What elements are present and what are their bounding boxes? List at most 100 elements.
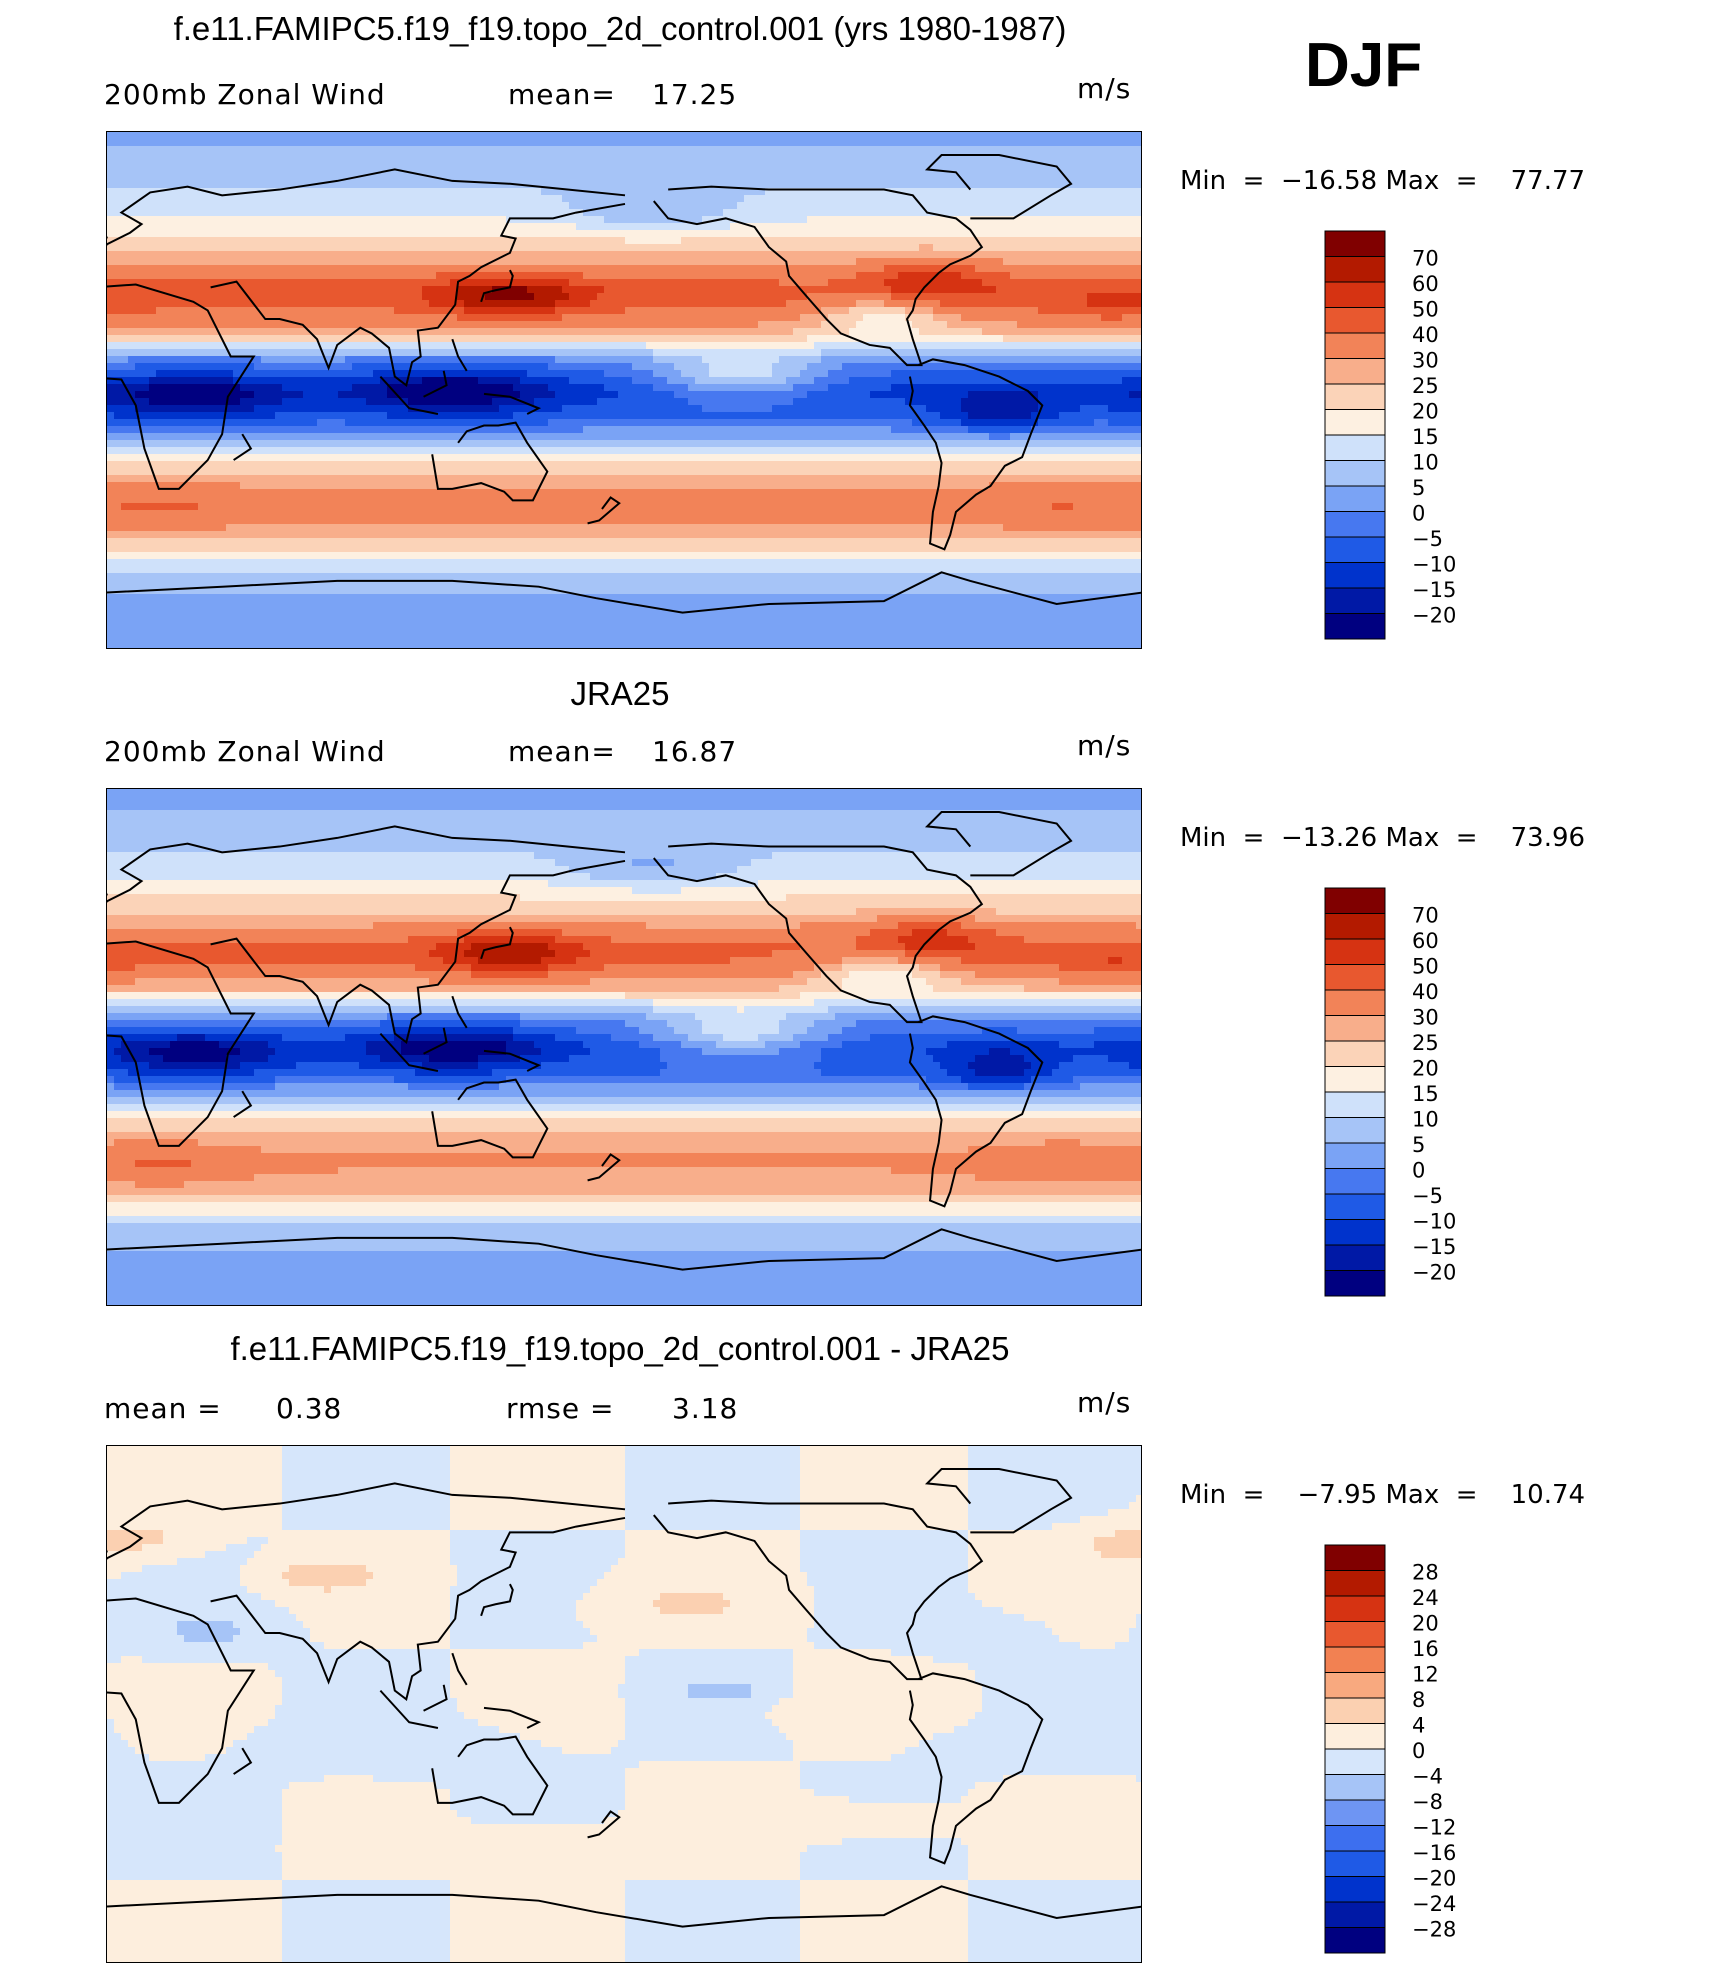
contour-cell	[345, 244, 353, 252]
contour-cell	[1017, 160, 1025, 168]
contour-cell	[177, 160, 185, 168]
contour-cell	[800, 258, 808, 266]
contour-cell	[506, 139, 514, 147]
contour-cell	[702, 223, 710, 231]
contour-cell	[534, 279, 542, 287]
contour-cell	[261, 258, 269, 266]
contour-cell	[646, 188, 654, 196]
contour-cell	[499, 174, 507, 182]
contour-cell	[968, 202, 976, 210]
contour-cell	[548, 356, 556, 364]
contour-cell	[1045, 251, 1053, 259]
contour-cell	[345, 258, 353, 266]
contour-cell	[975, 293, 983, 301]
contour-cell	[765, 356, 773, 364]
contour-cell	[268, 300, 276, 308]
contour-cell	[772, 286, 780, 294]
contour-cell	[233, 258, 241, 266]
contour-cell	[814, 265, 822, 273]
contour-cell	[366, 160, 374, 168]
contour-cell	[380, 293, 388, 301]
contour-cell	[1101, 195, 1109, 203]
contour-cell	[1087, 195, 1095, 203]
contour-cell	[954, 181, 962, 189]
contour-cell	[919, 279, 927, 287]
contour-cell	[569, 286, 577, 294]
contour-cell	[471, 279, 479, 287]
contour-cell	[562, 363, 570, 371]
contour-cell	[884, 279, 892, 287]
contour-cell	[380, 279, 388, 287]
contour-cell	[569, 356, 577, 364]
contour-cell	[667, 167, 675, 175]
contour-cell	[562, 300, 570, 308]
contour-cell	[611, 195, 619, 203]
contour-cell	[429, 335, 437, 343]
contour-cell	[828, 237, 836, 245]
contour-cell	[191, 342, 199, 350]
contour-cell	[569, 258, 577, 266]
contour-cell	[653, 237, 661, 245]
contour-cell	[506, 314, 514, 322]
contour-cell	[646, 216, 654, 224]
contour-cell	[604, 237, 612, 245]
contour-cell	[982, 237, 990, 245]
contour-cell	[429, 356, 437, 364]
contour-cell	[1066, 272, 1074, 280]
contour-cell	[604, 188, 612, 196]
contour-cell	[478, 328, 486, 336]
contour-cell	[317, 293, 325, 301]
contour-cell	[191, 279, 199, 287]
contour-cell	[492, 160, 500, 168]
contour-cell	[674, 188, 682, 196]
contour-cell	[590, 146, 598, 154]
contour-cell	[464, 139, 472, 147]
contour-cell	[121, 202, 129, 210]
contour-cell	[548, 300, 556, 308]
contour-cell	[443, 307, 451, 315]
contour-cell	[170, 146, 178, 154]
contour-cell	[744, 244, 752, 252]
contour-cell	[996, 139, 1004, 147]
contour-cell	[254, 335, 262, 343]
contour-cell	[1010, 244, 1018, 252]
contour-cell	[1059, 139, 1067, 147]
contour-cell	[485, 314, 493, 322]
contour-cell	[590, 293, 598, 301]
contour-cell	[667, 244, 675, 252]
contour-cell	[282, 209, 290, 217]
contour-cell	[240, 209, 248, 217]
contour-cell	[814, 139, 822, 147]
contour-cell	[576, 174, 584, 182]
contour-cell	[709, 230, 717, 238]
contour-cell	[590, 209, 598, 217]
contour-cell	[730, 181, 738, 189]
contour-cell	[373, 363, 381, 371]
contour-cell	[688, 258, 696, 266]
contour-cell	[1010, 230, 1018, 238]
contour-cell	[1052, 286, 1060, 294]
contour-cell	[163, 174, 171, 182]
contour-cell	[870, 272, 878, 280]
contour-cell	[835, 293, 843, 301]
contour-cell	[828, 167, 836, 175]
contour-cell	[849, 188, 857, 196]
contour-cell	[142, 174, 150, 182]
contour-cell	[821, 251, 829, 259]
contour-cell	[835, 356, 843, 364]
contour-cell	[940, 132, 948, 140]
contour-cell	[513, 279, 521, 287]
contour-cell	[835, 195, 843, 203]
contour-cell	[996, 335, 1004, 343]
contour-cell	[555, 328, 563, 336]
contour-cell	[821, 209, 829, 217]
contour-cell	[751, 181, 759, 189]
contour-cell	[611, 216, 619, 224]
contour-cell	[156, 356, 164, 364]
contour-cell	[989, 174, 997, 182]
contour-cell	[982, 139, 990, 147]
contour-cell	[534, 132, 542, 140]
contour-cell	[849, 272, 857, 280]
contour-cell	[611, 265, 619, 273]
contour-cell	[576, 237, 584, 245]
